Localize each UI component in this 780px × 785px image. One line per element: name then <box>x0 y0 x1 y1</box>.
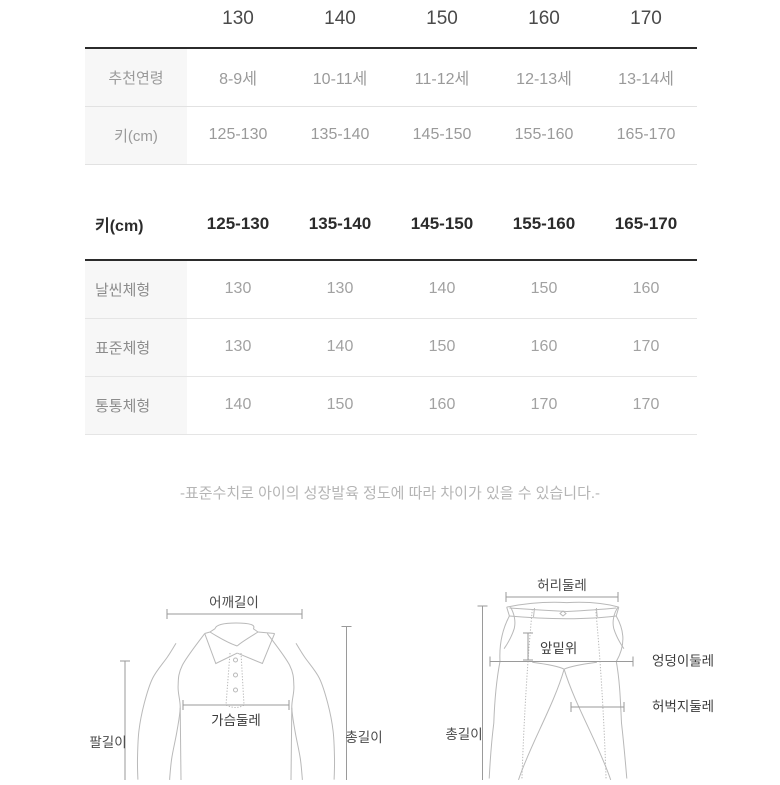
svg-text:총길이: 총길이 <box>445 727 482 742</box>
svg-text:어깨길이: 어깨길이 <box>209 595 259 610</box>
svg-text:가슴둘레: 가슴둘레 <box>211 713 261 728</box>
svg-text:허벅지둘레: 허벅지둘레 <box>652 699 714 714</box>
svg-text:앞밑위: 앞밑위 <box>540 641 577 656</box>
svg-text:허리둘레: 허리둘레 <box>537 578 587 593</box>
svg-text:총길이: 총길이 <box>345 730 382 745</box>
svg-text:팔길이: 팔길이 <box>89 735 126 750</box>
svg-text:엉덩이둘레: 엉덩이둘레 <box>652 654 714 669</box>
